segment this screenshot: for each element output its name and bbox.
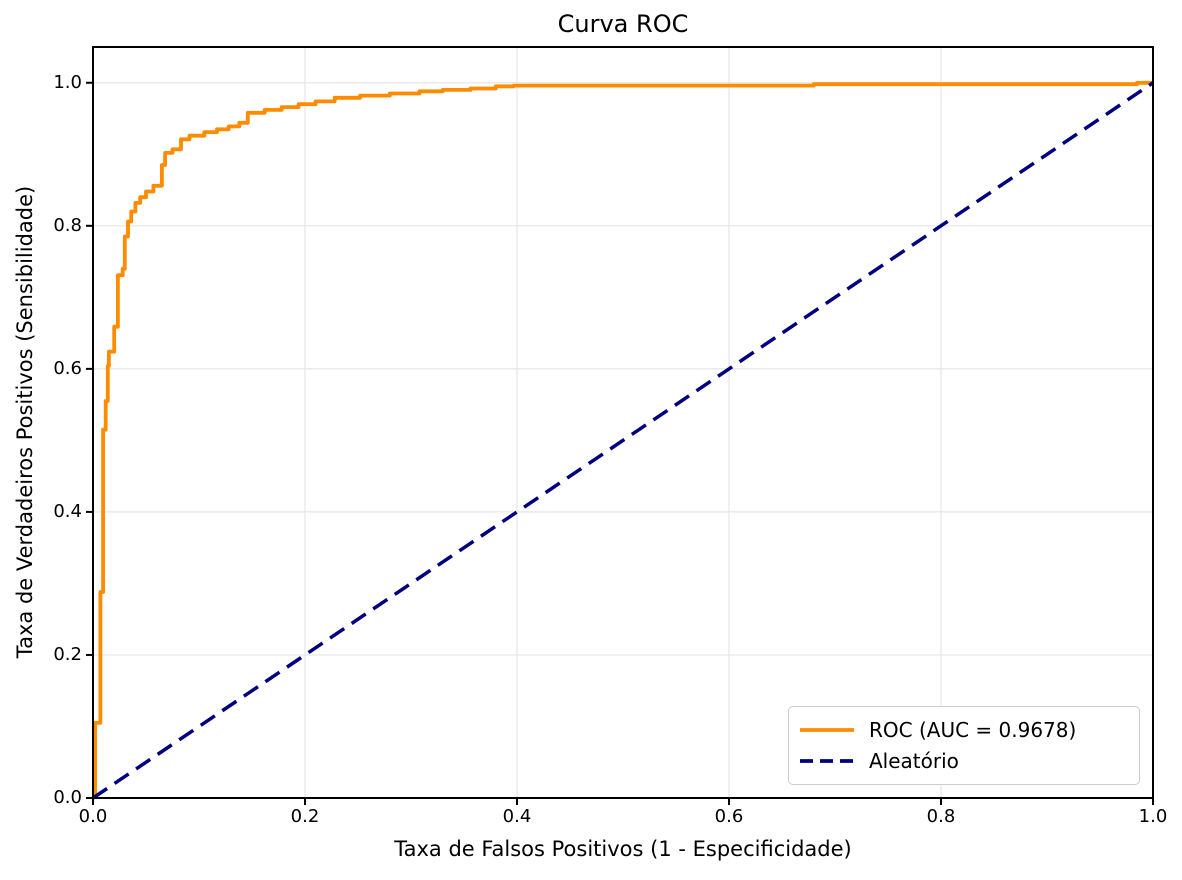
- legend-roc-line-sample: [800, 728, 854, 732]
- x-axis-label: Taxa de Falsos Positivos (1 - Especifici…: [394, 837, 852, 861]
- y-tick-label: 1.0: [53, 71, 82, 93]
- y-tick-label: 0.6: [53, 357, 82, 379]
- legend-box: ROC (AUC = 0.9678) Aleatório: [788, 706, 1140, 785]
- axis-ticks: [86, 81, 1154, 805]
- x-tick-label: 0.4: [502, 806, 532, 827]
- legend-random-line-sample: [800, 759, 854, 763]
- y-tick-label: 0.4: [53, 500, 82, 522]
- x-tick-label: 0.6: [714, 806, 744, 827]
- y-axis-label: Taxa de Verdadeiros Positivos (Sensibili…: [13, 185, 37, 659]
- y-tick-label: 0.2: [53, 643, 82, 665]
- y-tick-label: 0.0: [53, 787, 82, 808]
- random-baseline-line: [92, 81, 1154, 800]
- legend-roc-label: ROC (AUC = 0.9678): [869, 718, 1077, 742]
- legend-item-random: Aleatório: [799, 749, 1127, 773]
- y-tick-label: 0.8: [53, 214, 82, 236]
- chart-title: Curva ROC: [557, 10, 689, 38]
- plot-gridlines: [92, 47, 1154, 799]
- x-tick-label: 1.0: [1138, 806, 1168, 827]
- plot-spines: [92, 46, 1154, 799]
- roc-curve-line: [93, 80, 1153, 798]
- legend-item-roc: ROC (AUC = 0.9678): [799, 718, 1127, 742]
- legend-random-label: Aleatório: [869, 749, 959, 773]
- x-tick-label: 0.0: [78, 806, 108, 827]
- x-tick-label: 0.8: [926, 806, 956, 827]
- x-tick-label: 0.2: [290, 806, 320, 827]
